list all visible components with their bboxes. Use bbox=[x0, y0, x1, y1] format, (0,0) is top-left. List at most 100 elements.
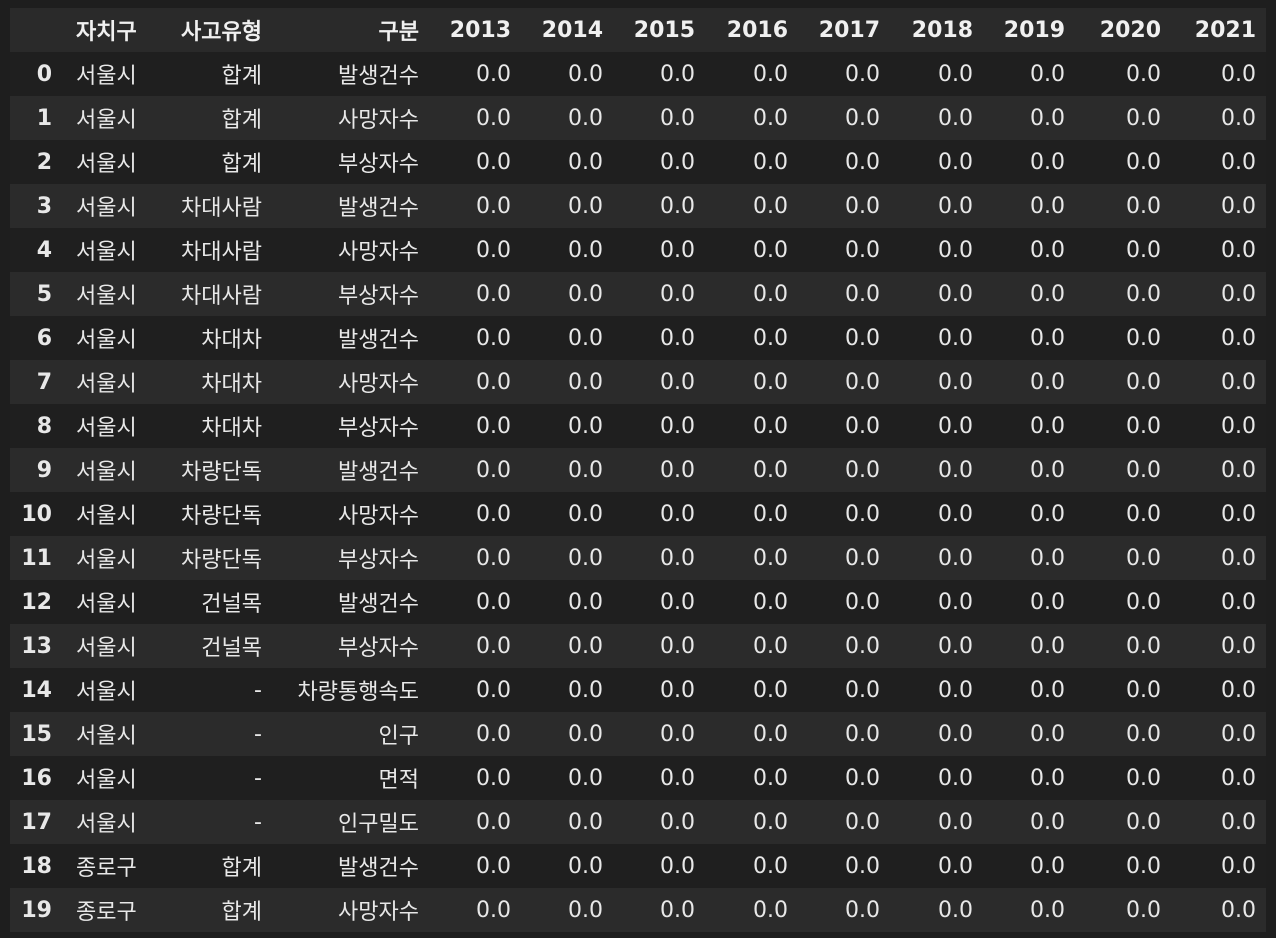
table-row: 11 서울시 차량단독 부상자수 0.0 0.0 0.0 0.0 0.0 0.0 0.0 0.0 0.0 bbox=[10, 536, 1266, 580]
table-cell: 부상자수 bbox=[338, 636, 419, 661]
table-cell: 0.0 bbox=[568, 149, 603, 175]
row-index: 15 bbox=[21, 721, 52, 747]
table-cell: 서울시 bbox=[76, 724, 137, 749]
table-cell: 차대차 bbox=[201, 416, 262, 441]
table-cell: 0.0 bbox=[845, 149, 880, 175]
table-cell: 0.0 bbox=[568, 897, 603, 923]
table-row: 14 서울시 - 차량통행속도 0.0 0.0 0.0 0.0 0.0 0.0 0.0 0.0 0.0 bbox=[10, 668, 1266, 712]
table-cell: 0.0 bbox=[1030, 325, 1065, 351]
table-cell: 0.0 bbox=[476, 193, 511, 219]
table-cell: 0.0 bbox=[938, 765, 973, 791]
table-cell: 0.0 bbox=[1221, 545, 1256, 571]
table-cell: 0.0 bbox=[1126, 589, 1161, 615]
table-cell: 면적 bbox=[378, 768, 419, 793]
table-cell: 0.0 bbox=[568, 765, 603, 791]
table-cell: 0.0 bbox=[1126, 237, 1161, 263]
table-cell: 서울시 bbox=[76, 812, 137, 837]
table-cell: 0.0 bbox=[568, 589, 603, 615]
table-cell: 0.0 bbox=[660, 369, 695, 395]
table-cell: 0.0 bbox=[476, 853, 511, 879]
table-cell: 0.0 bbox=[1126, 545, 1161, 571]
table-cell: 0.0 bbox=[476, 325, 511, 351]
table-row: 13 서울시 건널목 부상자수 0.0 0.0 0.0 0.0 0.0 0.0 0.0 0.0 0.0 bbox=[10, 624, 1266, 668]
table-cell: 0.0 bbox=[568, 281, 603, 307]
table-row: 5 서울시 차대사람 부상자수 0.0 0.0 0.0 0.0 0.0 0.0 0.0 0.0 0.0 bbox=[10, 272, 1266, 316]
table-cell: - bbox=[254, 765, 262, 791]
table-cell: 0.0 bbox=[1221, 149, 1256, 175]
table-cell: 0.0 bbox=[1030, 853, 1065, 879]
table-cell: 사망자수 bbox=[338, 108, 419, 133]
table-cell: 합계 bbox=[221, 152, 262, 177]
table-cell: 0.0 bbox=[1126, 897, 1161, 923]
table-cell: 0.0 bbox=[1030, 105, 1065, 131]
table-cell: 0.0 bbox=[476, 501, 511, 527]
table-cell: 차량통행속도 bbox=[297, 680, 419, 705]
table-cell: 0.0 bbox=[660, 677, 695, 703]
table-cell: 0.0 bbox=[845, 457, 880, 483]
table-cell: 서울시 bbox=[76, 64, 137, 89]
table-cell: 0.0 bbox=[1030, 193, 1065, 219]
table-row: 19 종로구 합계 사망자수 0.0 0.0 0.0 0.0 0.0 0.0 0.0 0.0 0.0 bbox=[10, 888, 1266, 932]
table-cell: 0.0 bbox=[938, 501, 973, 527]
table-cell: 0.0 bbox=[1030, 633, 1065, 659]
table-cell: 0.0 bbox=[1126, 457, 1161, 483]
row-index: 5 bbox=[36, 281, 52, 307]
column-header: 2021 bbox=[1194, 17, 1256, 43]
table-cell: 0.0 bbox=[938, 897, 973, 923]
table-cell: 0.0 bbox=[1221, 457, 1256, 483]
table-cell: 0.0 bbox=[568, 325, 603, 351]
table-cell: 0.0 bbox=[1221, 501, 1256, 527]
table-cell: 0.0 bbox=[845, 897, 880, 923]
table-cell: 0.0 bbox=[1126, 281, 1161, 307]
table-cell: 0.0 bbox=[1030, 809, 1065, 835]
table-cell: 0.0 bbox=[1030, 677, 1065, 703]
table-cell: 0.0 bbox=[1126, 721, 1161, 747]
table-cell: 서울시 bbox=[76, 152, 137, 177]
table-cell: 0.0 bbox=[845, 193, 880, 219]
table-cell: 서울시 bbox=[76, 768, 137, 793]
table-cell: 0.0 bbox=[568, 633, 603, 659]
table-cell: 0.0 bbox=[660, 457, 695, 483]
table-cell: 0.0 bbox=[1221, 281, 1256, 307]
table-cell: 부상자수 bbox=[338, 284, 419, 309]
table-cell: 0.0 bbox=[660, 501, 695, 527]
table-cell: 0.0 bbox=[476, 413, 511, 439]
table-cell: 0.0 bbox=[845, 369, 880, 395]
table-row: 6 서울시 차대차 발생건수 0.0 0.0 0.0 0.0 0.0 0.0 0.0 0.0 0.0 bbox=[10, 316, 1266, 360]
table-cell: 0.0 bbox=[476, 809, 511, 835]
table-cell: 0.0 bbox=[753, 677, 788, 703]
table-cell: 0.0 bbox=[568, 237, 603, 263]
table-cell: 0.0 bbox=[753, 281, 788, 307]
table-cell: 발생건수 bbox=[338, 328, 419, 353]
table-cell: 0.0 bbox=[753, 633, 788, 659]
table-cell: 0.0 bbox=[753, 325, 788, 351]
table-cell: 0.0 bbox=[753, 501, 788, 527]
column-header: 2018 bbox=[911, 17, 973, 43]
row-index: 14 bbox=[21, 677, 52, 703]
table-cell: 0.0 bbox=[753, 413, 788, 439]
table-cell: - bbox=[254, 721, 262, 747]
table-cell: 0.0 bbox=[938, 853, 973, 879]
table-cell: 0.0 bbox=[938, 149, 973, 175]
table-cell: 0.0 bbox=[845, 677, 880, 703]
table-cell: 차대차 bbox=[201, 328, 262, 353]
table-cell: 0.0 bbox=[1221, 105, 1256, 131]
table-cell: 0.0 bbox=[938, 677, 973, 703]
index-header bbox=[10, 8, 62, 52]
table-cell: 0.0 bbox=[753, 897, 788, 923]
table-cell: 0.0 bbox=[1221, 413, 1256, 439]
table-cell: 0.0 bbox=[1221, 897, 1256, 923]
table-cell: 차량단독 bbox=[181, 460, 262, 485]
table-row: 16 서울시 - 면적 0.0 0.0 0.0 0.0 0.0 0.0 0.0 0.0 0.0 bbox=[10, 756, 1266, 800]
table-cell: 부상자수 bbox=[338, 548, 419, 573]
table-cell: 0.0 bbox=[1126, 765, 1161, 791]
table-cell: 0.0 bbox=[660, 897, 695, 923]
row-index: 7 bbox=[36, 369, 52, 395]
table-cell: 0.0 bbox=[1126, 61, 1161, 87]
table-cell: 0.0 bbox=[753, 589, 788, 615]
table-cell: 0.0 bbox=[753, 61, 788, 87]
column-header: 구분 bbox=[378, 20, 419, 45]
table-cell: 종로구 bbox=[76, 856, 137, 881]
table-cell: 0.0 bbox=[1126, 105, 1161, 131]
table-cell: 서울시 bbox=[76, 196, 137, 221]
